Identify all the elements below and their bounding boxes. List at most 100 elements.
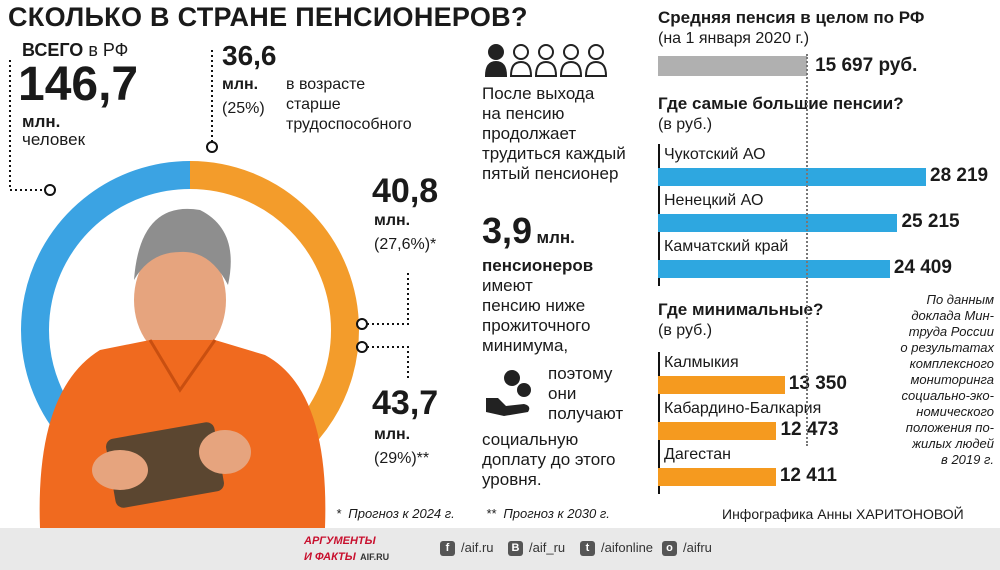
twitter-icon: t (580, 541, 595, 557)
working-line: пятый пенсионер (482, 164, 619, 183)
people-group (484, 44, 608, 77)
avg-pension-bar (658, 56, 808, 76)
person-icon (513, 44, 529, 60)
person-icon (509, 60, 533, 77)
total-prefix: ВСЕГО (22, 40, 84, 60)
seg2-share: (27,6%)* (374, 236, 437, 253)
person-icon (538, 44, 554, 60)
max-pension-bar (658, 260, 890, 278)
poverty-line: поэтому (548, 364, 613, 383)
min-pension-value-label: 12 473 (780, 419, 839, 440)
leader-dot-total (44, 184, 56, 196)
pensioner-illustration (39, 208, 326, 528)
avg-pension-value: 15 697 руб. (815, 55, 918, 76)
seg1-desc-line: трудоспособного (286, 116, 412, 133)
vk-icon: В (508, 541, 523, 557)
seg3-share: (29%)** (374, 450, 430, 467)
min-pension-value-label: 12 411 (779, 465, 837, 486)
hand (486, 398, 530, 416)
hair (134, 208, 231, 285)
poverty-line: минимума, (482, 336, 569, 355)
poverty-value: 3,9 (482, 210, 533, 251)
leader-dot-seg1 (206, 141, 218, 153)
leader-dot-seg2 (356, 318, 368, 330)
seg2-value: 40,8 (372, 172, 439, 210)
poverty-line: прожиточного (482, 316, 591, 335)
min-pension-category-label: Дагестан (664, 446, 731, 463)
total-unit2: человек (22, 130, 86, 149)
working-line: После выхода (482, 84, 595, 103)
working-text: После выхода на пенсию продолжает трудит… (482, 84, 626, 184)
aif-logo[interactable]: АРГУМЕНТЫ И ФАКТЫ AIF.RU (304, 535, 400, 563)
total-label: ВСЕГО в РФ (22, 40, 128, 61)
min-pension-bar (658, 468, 776, 486)
seg1-unit: млн. (222, 76, 259, 93)
social-ok[interactable]: о/aifru (662, 540, 712, 557)
poverty-text-bottom: социальную доплату до этого уровня. (482, 430, 616, 490)
working-line: трудиться каждый (482, 144, 626, 163)
logo-bottom: И ФАКТЫ (304, 551, 356, 563)
poverty-header: 3,9 млн. (482, 210, 575, 252)
poverty-line: социальную (482, 430, 579, 449)
max-subtitle: (в руб.) (658, 116, 713, 133)
person-icon (484, 60, 508, 77)
total-suffix: в РФ (88, 40, 129, 60)
person-icon (559, 60, 583, 77)
left-hand (92, 450, 148, 490)
seg2-unit: млн. (374, 212, 411, 229)
seg1-desc: в возрасте старше трудоспособного (286, 75, 412, 135)
poverty-line: доплату до этого (482, 450, 616, 469)
coin (517, 383, 531, 397)
max-pension-bar (658, 214, 898, 232)
source-line: о результатах (900, 340, 994, 355)
source-line: номического (916, 404, 994, 419)
leader-line-seg2 (362, 270, 409, 325)
social-vk[interactable]: В/aif_ru (508, 540, 566, 557)
page-title: СКОЛЬКО В СТРАНЕ ПЕНСИОНЕРОВ? (8, 2, 528, 32)
max-pension-category-label: Ненецкий АО (664, 192, 764, 209)
avg-title: Средняя пенсия в целом по РФ (658, 8, 925, 27)
bar-charts: 15 697 руб. Чукотский АО 28 219 Ненецкий АО… (658, 55, 988, 494)
source-line: По данным (926, 292, 994, 307)
footnote-one: * Прогноз к 2024 г. (336, 506, 455, 521)
head (134, 240, 226, 360)
social-text: /aifonline (601, 540, 654, 555)
people-icons (484, 44, 608, 77)
source-line: доклада Мин- (911, 308, 994, 323)
right-hand (199, 430, 251, 474)
avg-subtitle: (на 1 января 2020 г.) (658, 30, 810, 47)
person-icon (584, 60, 608, 77)
leader-line-seg3 (362, 346, 409, 380)
source-line: труда России (908, 324, 994, 339)
seg1-desc-line: в возрасте (286, 76, 366, 93)
max-pension-bar (658, 168, 926, 186)
person-icon (588, 44, 604, 60)
seg1-desc-line: старше (286, 96, 341, 113)
source-line: положения по- (905, 420, 994, 435)
source-line: в 2019 г. (941, 452, 994, 467)
source-note: По данным доклада Мин- труда России о ре… (860, 292, 994, 468)
social-facebook[interactable]: f/aif.ru (440, 540, 494, 557)
hand-coins-icon (486, 370, 531, 416)
source-line: социально-эко- (901, 388, 994, 403)
total-unit: млн. (22, 112, 61, 131)
ok-icon: о (662, 541, 677, 557)
source-line: жилых людей (912, 436, 994, 451)
social-text: /aif_ru (529, 540, 566, 555)
poverty-line: пенсию ниже (482, 296, 586, 315)
social-text: /aifru (683, 540, 712, 555)
poverty-text-top: пенсионеров имеют пенсию ниже прожиточно… (482, 256, 593, 356)
social-text: /aif.ru (461, 540, 494, 555)
footnote-text: Прогноз к 2030 г. (503, 506, 610, 521)
max-title: Где самые большие пенсии? (658, 94, 904, 113)
total-value: 146,7 (18, 58, 139, 111)
credit: Инфографика Анны ХАРИТОНОВОЙ (722, 506, 964, 522)
person-icon (534, 60, 558, 77)
logo-top: АРГУМЕНТЫ (304, 535, 376, 547)
source-line: мониторинга (910, 372, 994, 387)
poverty-text-right: поэтому они получают (548, 364, 623, 424)
min-title: Где минимальные? (658, 300, 824, 319)
coin (504, 370, 520, 386)
social-twitter[interactable]: t/aifonline (580, 540, 654, 557)
footnote-mark: ** (486, 506, 497, 521)
